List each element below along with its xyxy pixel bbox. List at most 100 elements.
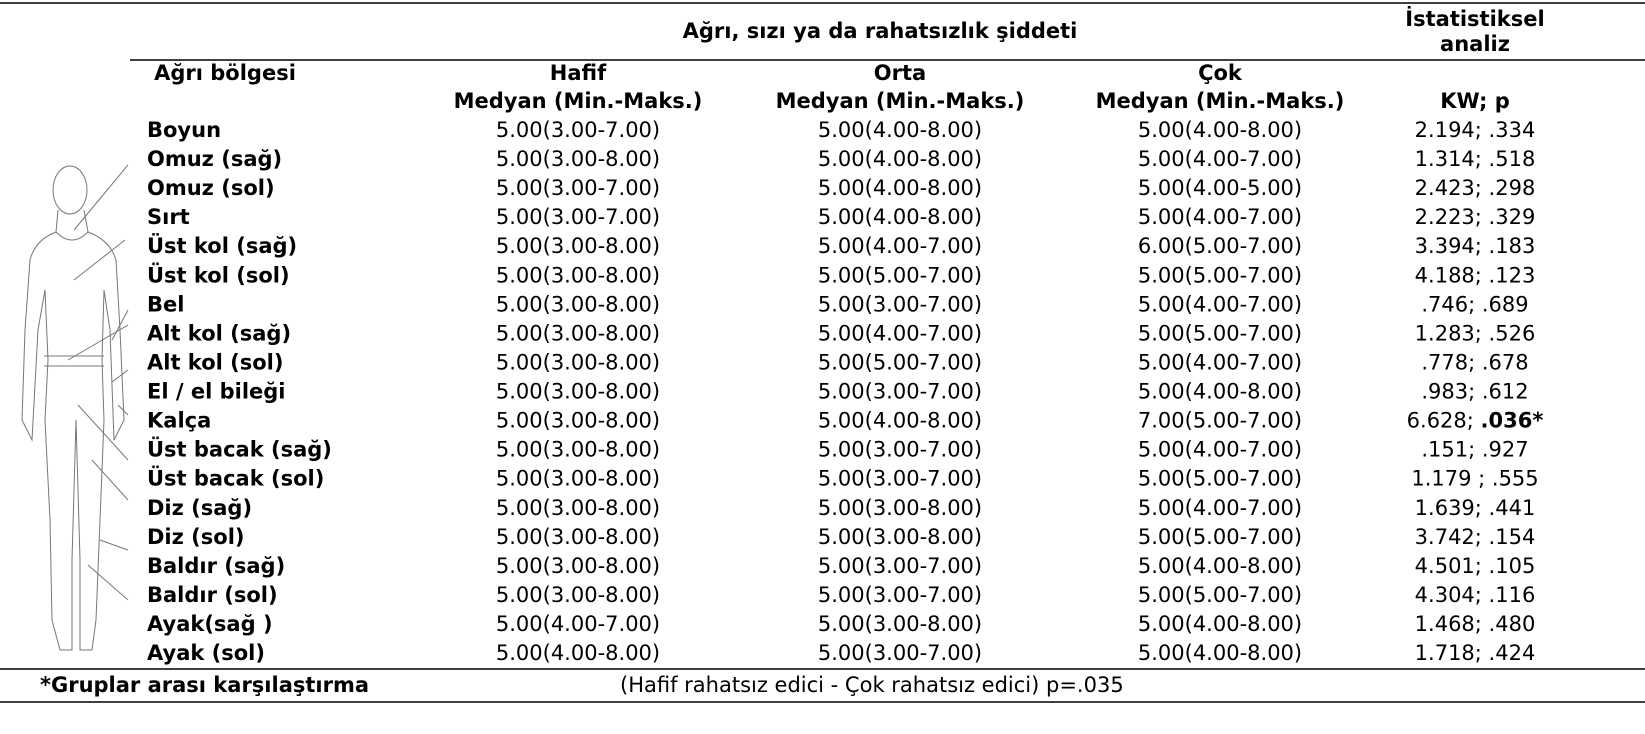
median-cell: 5.00(3.00-8.00) xyxy=(496,409,660,433)
median-cell: 5.00(3.00-7.00) xyxy=(496,205,660,229)
median-cell: 5.00(3.00-8.00) xyxy=(496,147,660,171)
median-cell: 5.00(3.00-8.00) xyxy=(496,321,660,345)
row-label: Ayak (sol) xyxy=(147,641,265,665)
median-cell: 5.00(4.00-7.00) xyxy=(496,612,660,636)
row-label: Baldır (sağ) xyxy=(147,554,285,578)
stat-title: İstatistiksel xyxy=(1405,6,1544,31)
median-cell: 5.00(3.00-7.00) xyxy=(818,554,982,578)
median-cell: 5.00(4.00-8.00) xyxy=(818,118,982,142)
row-label: Diz (sol) xyxy=(147,525,244,549)
median-cell: 5.00(4.00-8.00) xyxy=(1138,641,1302,665)
row-label: Kalça xyxy=(147,409,211,433)
stat-part: .036* xyxy=(1481,409,1544,433)
median-cell: 5.00(3.00-7.00) xyxy=(496,176,660,200)
median-cell: 5.00(4.00-7.00) xyxy=(1138,350,1302,374)
footer-text: (Hafif rahatsız edici - Çok rahatsız edi… xyxy=(620,673,1124,697)
median-cell: 5.00(5.00-7.00) xyxy=(1138,525,1302,549)
stat-cell: .983; .612 xyxy=(1421,380,1528,404)
row-label: Alt kol (sol) xyxy=(147,350,283,374)
stat-cell: 2.423; .298 xyxy=(1415,176,1536,200)
median-cell: 5.00(5.00-7.00) xyxy=(1138,583,1302,607)
stat-cell: 1.639; .441 xyxy=(1415,496,1536,520)
row-label: Üst kol (sağ) xyxy=(147,233,297,258)
median-cell: 5.00(4.00-7.00) xyxy=(1138,496,1302,520)
row-label: Omuz (sol) xyxy=(147,176,275,200)
stat-cell: 1.468; .480 xyxy=(1415,612,1536,636)
column-header: Çok xyxy=(1198,61,1243,85)
median-cell: 5.00(5.00-7.00) xyxy=(1138,263,1302,287)
median-cell: 5.00(4.00-7.00) xyxy=(1138,147,1302,171)
median-cell: 5.00(3.00-7.00) xyxy=(818,292,982,316)
median-cell: 5.00(4.00-8.00) xyxy=(818,409,982,433)
median-cell: 5.00(5.00-7.00) xyxy=(1138,321,1302,345)
stat-cell: .151; .927 xyxy=(1421,438,1528,462)
stat-cell: 3.394; .183 xyxy=(1415,234,1536,258)
stat-cell: 4.304; .116 xyxy=(1415,583,1536,607)
stat-cell: .778; .678 xyxy=(1421,350,1528,374)
stat-cell: 1.718; .424 xyxy=(1415,641,1536,665)
median-cell: 5.00(3.00-7.00) xyxy=(818,641,982,665)
row-label: El / el bileği xyxy=(147,380,286,404)
median-cell: 5.00(3.00-7.00) xyxy=(818,583,982,607)
column-header: Hafif xyxy=(550,61,607,85)
median-cell: 5.00(3.00-8.00) xyxy=(496,350,660,374)
median-cell: 5.00(3.00-8.00) xyxy=(496,263,660,287)
median-cell: 5.00(3.00-8.00) xyxy=(496,496,660,520)
median-cell: 5.00(4.00-7.00) xyxy=(818,321,982,345)
median-cell: 5.00(3.00-8.00) xyxy=(496,583,660,607)
median-cell: 5.00(5.00-7.00) xyxy=(1138,467,1302,491)
row-label: Üst kol (sol) xyxy=(147,262,290,287)
median-cell: 5.00(3.00-8.00) xyxy=(818,612,982,636)
median-cell: 5.00(3.00-8.00) xyxy=(818,496,982,520)
row-label: Omuz (sağ) xyxy=(147,147,282,171)
median-cell: 5.00(3.00-7.00) xyxy=(496,118,660,142)
stat-cell: 3.742; .154 xyxy=(1415,525,1536,549)
median-cell: 5.00(3.00-8.00) xyxy=(496,234,660,258)
row-label: Üst bacak (sol) xyxy=(147,466,324,491)
median-cell: 5.00(4.00-8.00) xyxy=(1138,380,1302,404)
stat-cell: 4.501; .105 xyxy=(1415,554,1536,578)
stat-title: analiz xyxy=(1440,32,1510,56)
row-label: Sırt xyxy=(147,205,190,229)
median-cell: 5.00(4.00-5.00) xyxy=(1138,176,1302,200)
median-cell: 5.00(3.00-8.00) xyxy=(496,292,660,316)
stat-cell: 2.223; .329 xyxy=(1415,205,1536,229)
table: Ağrı, sızı ya da rahatsızlık şiddeti İst… xyxy=(0,0,1645,734)
stat-cell: 2.194; .334 xyxy=(1415,118,1536,142)
median-cell: 5.00(3.00-8.00) xyxy=(818,525,982,549)
footer-note: *Gruplar arası karşılaştırma xyxy=(40,673,369,697)
median-cell: 5.00(3.00-7.00) xyxy=(818,380,982,404)
median-cell: 5.00(4.00-7.00) xyxy=(1138,438,1302,462)
row-label: Alt kol (sağ) xyxy=(147,321,291,345)
median-cell: 6.00(5.00-7.00) xyxy=(1138,234,1302,258)
body-figure xyxy=(22,165,128,650)
median-cell: 5.00(5.00-7.00) xyxy=(818,263,982,287)
page: {"header":{"title":"Ağrı, sızı ya da rah… xyxy=(0,0,1645,734)
row-label: Üst bacak (sağ) xyxy=(147,437,332,462)
row-label: Diz (sağ) xyxy=(147,496,252,520)
stat-cell: 4.188; .123 xyxy=(1415,263,1536,287)
median-cell: 5.00(3.00-7.00) xyxy=(818,467,982,491)
median-cell: 5.00(4.00-7.00) xyxy=(1138,292,1302,316)
stat-part: 6.628; xyxy=(1407,409,1481,433)
median-cell: 5.00(3.00-8.00) xyxy=(496,380,660,404)
median-cell: 5.00(4.00-7.00) xyxy=(818,234,982,258)
stat-cell: 1.179 ; .555 xyxy=(1411,467,1538,491)
stat-cell: 6.628; .036* xyxy=(1407,409,1544,433)
column-header: Ağrı bölgesi xyxy=(154,61,296,85)
table-title: Ağrı, sızı ya da rahatsızlık şiddeti xyxy=(683,19,1078,43)
subheader: Medyan (Min.-Maks.) xyxy=(454,89,703,113)
subheader: Medyan (Min.-Maks.) xyxy=(776,89,1025,113)
stat-cell: .746; .689 xyxy=(1421,292,1528,316)
median-cell: 5.00(3.00-8.00) xyxy=(496,467,660,491)
median-cell: 5.00(3.00-8.00) xyxy=(496,438,660,462)
median-cell: 5.00(3.00-7.00) xyxy=(818,438,982,462)
median-cell: 5.00(4.00-8.00) xyxy=(818,205,982,229)
median-cell: 5.00(4.00-8.00) xyxy=(496,641,660,665)
median-cell: 5.00(4.00-8.00) xyxy=(1138,118,1302,142)
median-cell: 5.00(3.00-8.00) xyxy=(496,554,660,578)
median-cell: 5.00(4.00-8.00) xyxy=(1138,554,1302,578)
stat-cell: 1.314; .518 xyxy=(1415,147,1536,171)
row-label: Baldır (sol) xyxy=(147,583,278,607)
stat-cell: 1.283; .526 xyxy=(1415,321,1536,345)
